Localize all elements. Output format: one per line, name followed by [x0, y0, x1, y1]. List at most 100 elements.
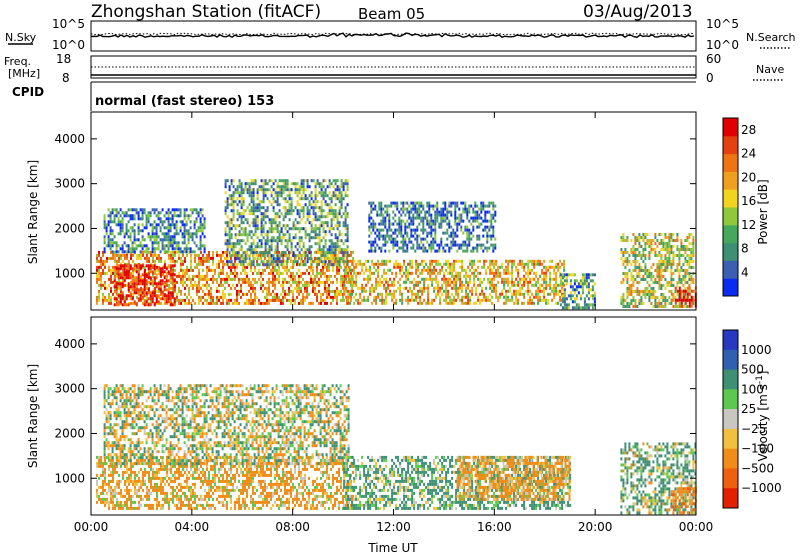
- heatmap-cell: [304, 197, 307, 201]
- heatmap-cell: [575, 297, 578, 301]
- heatmap-cell: [320, 260, 323, 264]
- heatmap-cell: [427, 301, 430, 305]
- heatmap-cell: [278, 298, 280, 302]
- heatmap-cell: [430, 204, 433, 208]
- heatmap-cell: [199, 208, 202, 212]
- heatmap-cell: [169, 294, 172, 298]
- heatmap-cell: [147, 264, 150, 268]
- heatmap-cell: [185, 220, 188, 224]
- heatmap-cell: [96, 295, 98, 299]
- heatmap-cell: [171, 223, 174, 227]
- heatmap-cell: [555, 292, 558, 296]
- heatmap-cell: [529, 280, 532, 284]
- heatmap-cell: [636, 260, 639, 263]
- heatmap-cell: [172, 295, 174, 299]
- heatmap-cell: [161, 267, 164, 271]
- heatmap-cell: [507, 262, 510, 266]
- heatmap-cell: [256, 263, 259, 267]
- heatmap-cell: [493, 289, 496, 293]
- heatmap-cell: [332, 295, 334, 299]
- heatmap-cell: [385, 292, 388, 296]
- heatmap-cell: [228, 292, 230, 296]
- heatmap-cell: [511, 271, 514, 275]
- heatmap-cell: [326, 221, 329, 225]
- heatmap-cell: [628, 290, 631, 293]
- heatmap-cell: [274, 218, 277, 222]
- heatmap-cell: [357, 259, 360, 263]
- heatmap-cell: [435, 286, 438, 290]
- heatmap-cell: [250, 245, 253, 249]
- heatmap-cell: [417, 283, 420, 287]
- heatmap-cell: [318, 239, 321, 243]
- heatmap-cell: [115, 303, 118, 307]
- heatmap-cell: [509, 259, 512, 263]
- heatmap-cell: [489, 265, 492, 269]
- heatmap-cell: [121, 282, 124, 286]
- heatmap-cell: [622, 260, 625, 263]
- heatmap-cell: [139, 244, 142, 248]
- heatmap-cell: [652, 305, 655, 308]
- heatmap-cell: [472, 225, 475, 229]
- heatmap-cell: [407, 301, 410, 305]
- heatmap-cell: [157, 223, 160, 227]
- heatmap-cell: [110, 277, 112, 281]
- heatmap-cell: [242, 215, 245, 219]
- heatmap-cell: [349, 259, 352, 263]
- heatmap-cell: [198, 256, 200, 260]
- heatmap-cell: [527, 298, 530, 302]
- heatmap-cell: [318, 262, 320, 266]
- heatmap-cell: [399, 283, 402, 287]
- heatmap-cell: [286, 265, 288, 269]
- heatmap-cell: [266, 292, 268, 296]
- heatmap-cell: [244, 265, 246, 269]
- heatmap-cell: [345, 277, 348, 281]
- heatmap-cell: [110, 301, 112, 305]
- heatmap-cell: [648, 284, 651, 287]
- heatmap-cell: [234, 245, 237, 249]
- heatmap-cell: [553, 265, 556, 269]
- heatmap-cell: [196, 292, 198, 296]
- heatmap-cell: [527, 280, 530, 284]
- heatmap-cell: [164, 259, 166, 263]
- heatmap-cell: [469, 262, 472, 266]
- heatmap-cell: [620, 296, 623, 299]
- heatmap-cell: [441, 265, 444, 269]
- heatmap-cell: [272, 254, 275, 258]
- heatmap-cell: [466, 246, 469, 250]
- heatmap-cell: [149, 267, 152, 271]
- heatmap-cell: [460, 201, 463, 205]
- heatmap-cell: [129, 273, 132, 277]
- heatmap-cell: [497, 268, 500, 272]
- heatmap-cell: [458, 243, 461, 247]
- heatmap-cell: [270, 218, 273, 222]
- heatmap-cell: [117, 211, 120, 215]
- heatmap-cell: [246, 280, 248, 284]
- heatmap-cell: [416, 246, 419, 250]
- heatmap-cell: [436, 207, 439, 211]
- heatmap-cell: [352, 280, 354, 284]
- heatmap-cell: [367, 277, 370, 281]
- heatmap-cell: [206, 259, 208, 263]
- heatmap-cell: [141, 264, 144, 268]
- heatmap-cell: [183, 223, 186, 227]
- heatmap-cell: [449, 265, 452, 269]
- heatmap-cell: [158, 295, 160, 299]
- heatmap-cell: [384, 225, 387, 229]
- heatmap-cell: [312, 286, 314, 290]
- heatmap-cell: [232, 194, 235, 198]
- heatmap-cell: [330, 209, 333, 213]
- heatmap-cell: [634, 290, 637, 293]
- heatmap-cell: [628, 305, 631, 308]
- heatmap-cell: [208, 289, 210, 293]
- heatmap-cell: [537, 280, 540, 284]
- heatmap-cell: [648, 257, 651, 260]
- heatmap-cell: [288, 298, 290, 302]
- heatmap-cell: [478, 243, 481, 247]
- heatmap-cell: [266, 301, 268, 305]
- heatmap-cell: [565, 297, 568, 301]
- heatmap-cell: [644, 254, 647, 257]
- heatmap-cell: [404, 249, 407, 253]
- heatmap-cell: [264, 221, 267, 225]
- heatmap-cell: [332, 218, 335, 222]
- heatmap-cell: [626, 302, 629, 305]
